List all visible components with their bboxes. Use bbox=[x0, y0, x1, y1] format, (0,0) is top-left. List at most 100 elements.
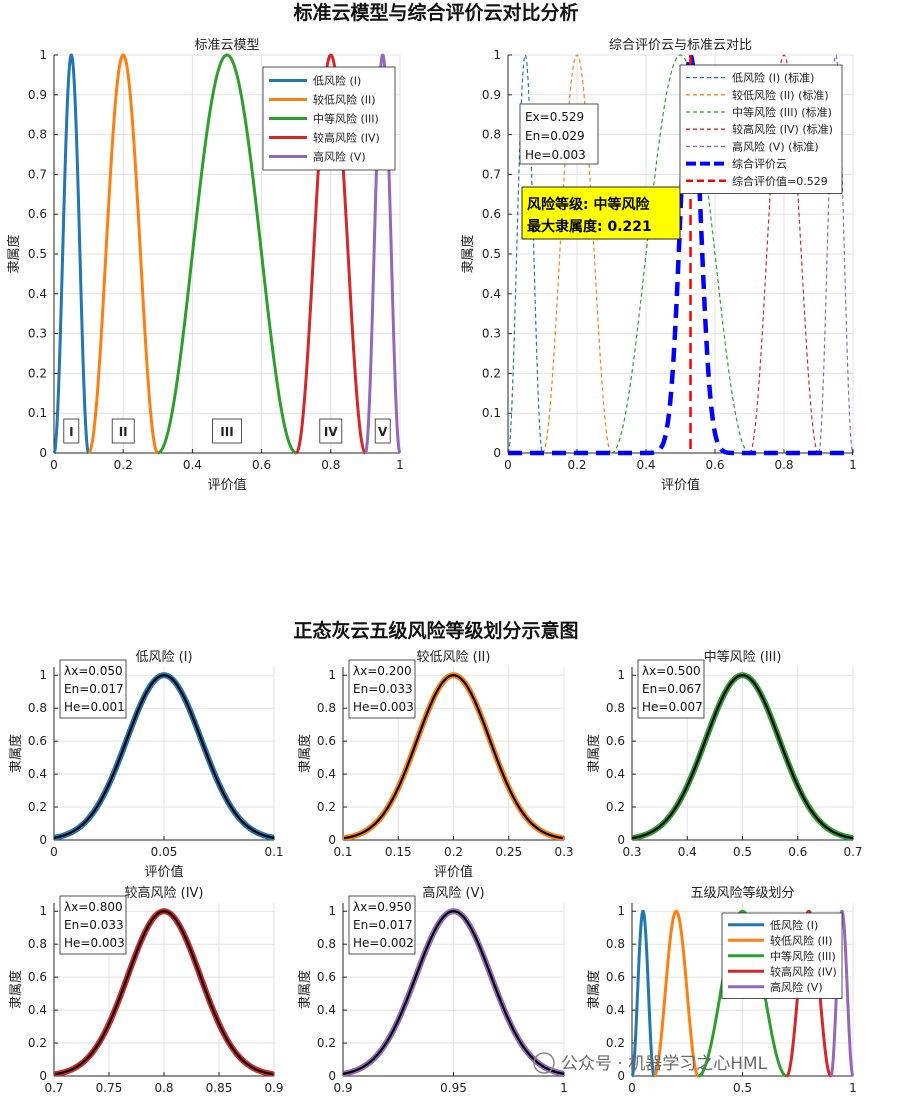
x-tick-label: 0.85 bbox=[206, 1081, 233, 1095]
y-tick-label: 0.8 bbox=[482, 128, 501, 142]
legend-entry: 较高风险 (IV) (标准) bbox=[732, 122, 833, 136]
x-tick-label: 0.8 bbox=[774, 458, 793, 472]
chart-level-V: 0.9 0.95 1 0 0.2 0.4 0.6 0.8 1 高风险 (V) 隶属度 λx=0.950… bbox=[297, 885, 568, 1095]
panel-title: 低风险 (I) bbox=[135, 650, 192, 665]
y-tick-label: 0 bbox=[328, 833, 336, 847]
y-tick-label: 0.3 bbox=[28, 327, 47, 341]
x-tick-label: 0.6 bbox=[705, 458, 724, 472]
info-line: He=0.001 bbox=[64, 700, 125, 714]
info-line: En=0.067 bbox=[642, 682, 702, 696]
x-tick-label: 0 bbox=[50, 845, 58, 859]
y-tick-label: 0.4 bbox=[317, 767, 336, 781]
x-tick-label: 0.9 bbox=[333, 1081, 352, 1095]
highlight-line: 风险等级: 中等风险 bbox=[527, 196, 650, 213]
series-line-5 bbox=[818, 54, 854, 454]
x-axis-label: 评价值 bbox=[207, 477, 246, 493]
chart-level-IV: 0.7 0.75 0.8 0.85 0.9 0 0.2 0.4 0.6 0.8 1 较高风险 (IV)… bbox=[8, 885, 284, 1095]
panel-title: 中等风险 (III) bbox=[704, 649, 782, 665]
series-line-4 bbox=[785, 909, 833, 1078]
expectation-curve bbox=[343, 674, 564, 840]
info-line: En=0.033 bbox=[64, 918, 124, 932]
x-tick-label: 1 bbox=[849, 1081, 857, 1095]
panel-title: 五级风险等级划分 bbox=[690, 885, 794, 901]
legend-entry: 中等风险 (III) bbox=[770, 949, 836, 963]
y-tick-label: 0.4 bbox=[482, 287, 501, 301]
y-tick-label: 0.8 bbox=[28, 937, 47, 951]
level-label: I bbox=[69, 425, 73, 439]
legend-entry: 较高风险 (IV) bbox=[770, 964, 837, 978]
info-line: En=0.017 bbox=[353, 918, 413, 932]
y-tick-label: 0.4 bbox=[317, 1003, 336, 1017]
y-tick-label: 0.2 bbox=[482, 366, 501, 380]
y-tick-label: 0.2 bbox=[606, 1036, 625, 1050]
series-line-3 bbox=[157, 53, 297, 455]
series-line-1 bbox=[52, 53, 90, 455]
series-line-4 bbox=[295, 53, 367, 455]
info-line: En=0.033 bbox=[353, 682, 413, 696]
y-tick-label: 0.8 bbox=[606, 701, 625, 715]
level-label: V bbox=[378, 425, 388, 439]
legend-entry: 高风险 (V) bbox=[770, 980, 823, 994]
risk-level-highlight bbox=[521, 186, 681, 240]
series-line-4 bbox=[749, 54, 819, 454]
x-tick-label: 0.7 bbox=[843, 845, 862, 859]
y-tick-label: 0 bbox=[39, 833, 47, 847]
legend-entry: 综合评价值=0.529 bbox=[732, 174, 828, 188]
axes-layer: 0 0.2 0.4 0.6 0.8 100.10.20.30.40.50.60.70.80… bbox=[6, 38, 863, 1095]
info-box bbox=[519, 103, 599, 165]
y-tick-label: 0.7 bbox=[28, 167, 47, 181]
x-tick-label: 0 bbox=[504, 458, 512, 472]
panel-title: 标准云模型 bbox=[194, 38, 259, 53]
legend-entry: 较低风险 (II) (标准) bbox=[732, 88, 829, 102]
legend-entry: 低风险 (I) (标准) bbox=[732, 71, 814, 85]
info-line: He=0.002 bbox=[353, 936, 414, 950]
x-tick-label: 0.3 bbox=[622, 845, 641, 859]
y-tick-label: 0.2 bbox=[28, 800, 47, 814]
level-label: III bbox=[220, 425, 233, 439]
y-axis-label: 隶属度 bbox=[6, 234, 22, 273]
panel-title: 较低风险 (II) bbox=[417, 650, 491, 665]
watermark: 公众号 · 机器学习之心HML bbox=[533, 1052, 768, 1074]
y-tick-label: 0.4 bbox=[28, 1003, 47, 1017]
info-line: λx=0.500 bbox=[642, 664, 701, 678]
chart-comparison: 0 0.2 0.4 0.6 0.8 1 0 0.1 0.2 0.3 0.4 0.5 0.6 0.7 0.8 0… bbox=[460, 38, 857, 493]
y-tick-label: 0.2 bbox=[28, 366, 47, 380]
legend-entry: 低风险 (I) bbox=[313, 74, 361, 88]
y-axis-label: 隶属度 bbox=[8, 734, 24, 773]
y-tick-label: 0.6 bbox=[317, 734, 336, 748]
series-line-1 bbox=[507, 54, 543, 454]
legend-entry: 综合评价云 bbox=[732, 157, 787, 171]
y-tick-label: 0.9 bbox=[28, 88, 47, 102]
y-tick-label: 1 bbox=[493, 48, 501, 62]
x-tick-label: 0.2 bbox=[567, 458, 586, 472]
figure-title-top: 标准云模型与综合评价云对比分析 bbox=[293, 1, 578, 24]
info-box bbox=[348, 659, 416, 719]
y-tick-label: 0.6 bbox=[482, 207, 501, 221]
info-line: He=0.003 bbox=[353, 700, 414, 714]
y-tick-label: 0 bbox=[493, 446, 501, 460]
x-tick-label: 0.5 bbox=[733, 845, 752, 859]
y-tick-label: 0.8 bbox=[317, 701, 336, 715]
y-tick-label: 0.6 bbox=[28, 207, 47, 221]
watermark-text: 公众号 · 机器学习之心HML bbox=[561, 1054, 768, 1074]
info-line: λx=0.800 bbox=[64, 900, 123, 914]
y-tick-label: 0.2 bbox=[606, 800, 625, 814]
series-line-1 bbox=[630, 909, 656, 1078]
y-tick-label: 0.6 bbox=[606, 970, 625, 984]
y-tick-label: 0 bbox=[39, 446, 47, 460]
x-tick-label: 0.7 bbox=[44, 1081, 63, 1095]
expectation-curve bbox=[632, 674, 853, 840]
y-tick-label: 0.5 bbox=[28, 247, 47, 261]
level-label-box bbox=[111, 418, 135, 444]
y-tick-label: 0.3 bbox=[482, 327, 501, 341]
y-tick-label: 0.9 bbox=[482, 88, 501, 102]
info-line: He=0.003 bbox=[525, 148, 586, 162]
chart-level-I: 0 0.05 0.1 0 0.2 0.4 0.6 0.8 1 低风险 (I) 评价值 隶属度 λx=0.… bbox=[8, 650, 284, 880]
series-line-3 bbox=[697, 909, 788, 1078]
level-label-box bbox=[319, 418, 343, 444]
level-label-box bbox=[374, 418, 391, 444]
legend-entry: 中等风险 (III) (标准) bbox=[732, 105, 832, 119]
y-axis-label: 隶属度 bbox=[586, 734, 602, 773]
